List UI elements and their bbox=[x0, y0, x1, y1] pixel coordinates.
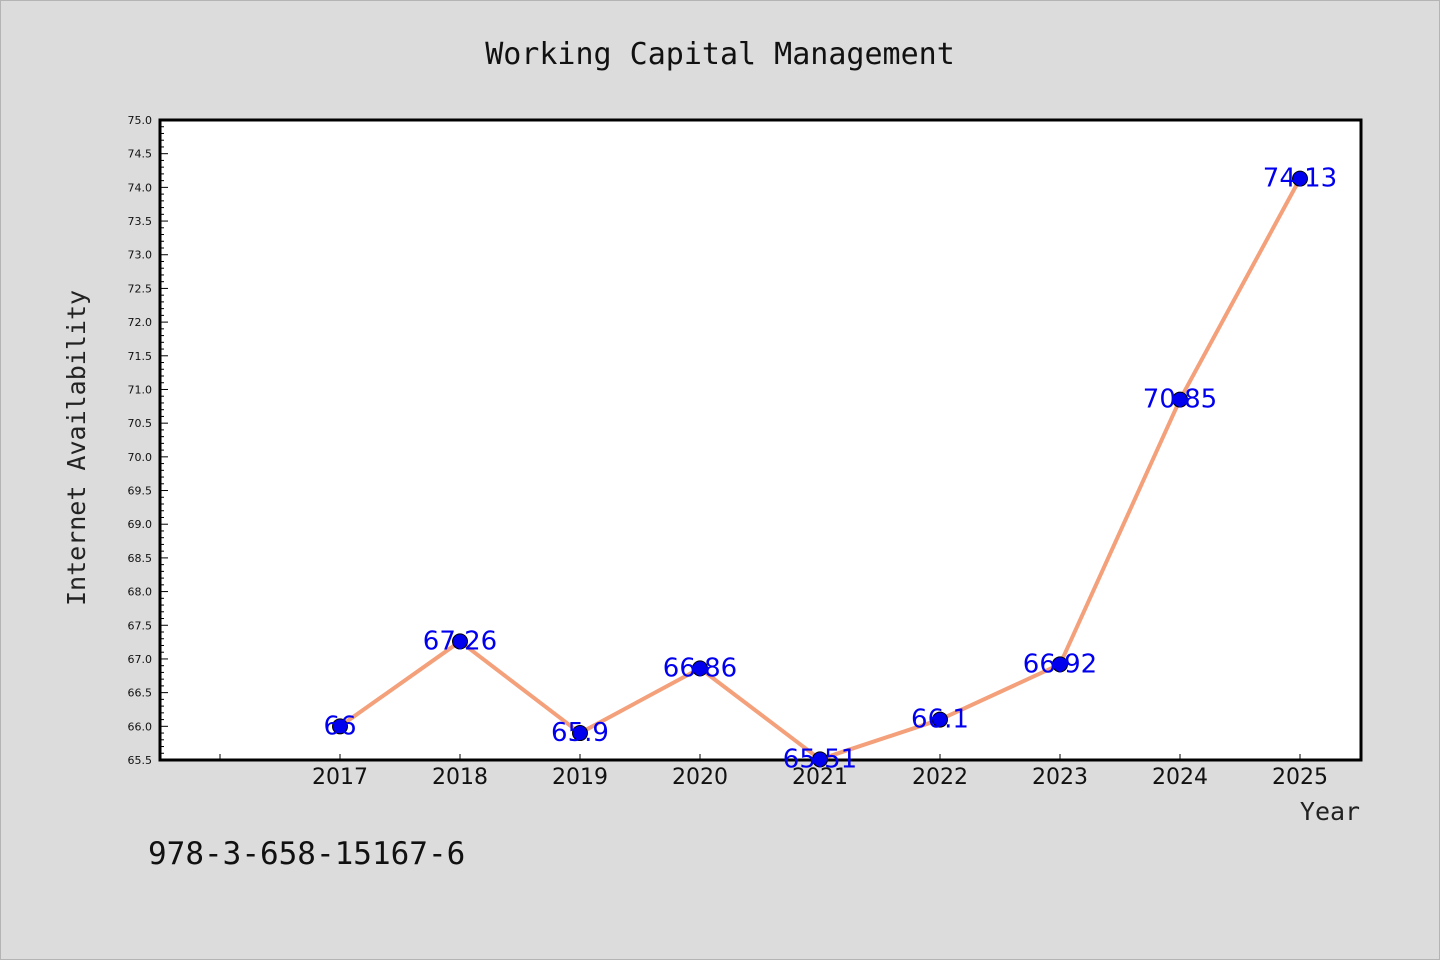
y-tick-label: 69.5 bbox=[128, 485, 153, 498]
data-label: 66.86 bbox=[663, 653, 737, 683]
y-tick-label: 68.5 bbox=[128, 552, 153, 565]
x-tick-label: 2017 bbox=[312, 765, 368, 790]
y-tick-label: 74.5 bbox=[128, 148, 153, 161]
data-label: 74.13 bbox=[1263, 164, 1337, 194]
x-axis: 2017 2018 2019 2020 2021 2022 2023 2024 2025 bbox=[219, 754, 1328, 790]
chart-title: Working Capital Management bbox=[485, 37, 955, 72]
data-label: 65.9 bbox=[551, 718, 609, 748]
x-tick-label: 2019 bbox=[552, 765, 608, 790]
y-tick-label: 73.5 bbox=[128, 215, 153, 228]
plot-area bbox=[158, 118, 1363, 762]
data-point-marker bbox=[692, 660, 708, 677]
x-tick-label: 2021 bbox=[792, 765, 848, 790]
y-tick-label: 67.5 bbox=[128, 619, 153, 632]
series-group: 66 67.26 65.9 66.86 65.51 66.1 66.92 70.85 74.13 bbox=[323, 164, 1337, 775]
x-tick-label: 2020 bbox=[672, 765, 728, 790]
y-tick-label: 65.5 bbox=[128, 754, 153, 767]
data-point-marker bbox=[1172, 391, 1188, 408]
y-tick-label: 71.5 bbox=[128, 350, 153, 363]
data-label: 66.1 bbox=[911, 705, 969, 735]
data-label: 66 bbox=[323, 711, 356, 741]
x-tick-label: 2023 bbox=[1032, 765, 1088, 790]
x-tick-label: 2022 bbox=[912, 765, 968, 790]
footer-isbn: 978-3-658-15167-6 bbox=[148, 836, 465, 872]
y-tick-label: 69.0 bbox=[128, 518, 153, 531]
y-tick-label: 70.5 bbox=[128, 417, 153, 430]
y-tick-label: 66.5 bbox=[128, 687, 153, 700]
y-tick-label: 72.5 bbox=[128, 282, 153, 295]
y-axis: 65.5 66.0 66.5 67.0 67.5 68.0 68.5 69.0 69.5 70.0… bbox=[128, 114, 168, 767]
y-tick-label: 68.0 bbox=[128, 586, 153, 599]
data-point-marker bbox=[572, 725, 588, 742]
y-axis-label: Internet Availability bbox=[62, 290, 91, 606]
y-tick-label: 74.0 bbox=[128, 181, 153, 194]
x-tick-label: 2025 bbox=[1272, 765, 1328, 790]
data-point-marker bbox=[1052, 656, 1068, 673]
y-tick-label: 75.0 bbox=[128, 114, 153, 127]
data-label: 65.51 bbox=[783, 744, 857, 774]
data-point-marker bbox=[932, 711, 948, 728]
y-tick-label: 73.0 bbox=[128, 249, 153, 262]
data-label: 70.85 bbox=[1143, 385, 1217, 415]
data-point-marker bbox=[452, 633, 468, 650]
x-tick-label: 2018 bbox=[432, 765, 488, 790]
y-tick-label: 66.0 bbox=[128, 720, 153, 733]
data-label: 67.26 bbox=[423, 626, 497, 656]
data-label: 66.92 bbox=[1023, 649, 1097, 679]
y-tick-label: 67.0 bbox=[128, 653, 153, 666]
y-tick-label: 71.0 bbox=[128, 383, 153, 396]
x-axis-label: Year bbox=[1300, 797, 1360, 826]
data-point-marker bbox=[332, 718, 348, 735]
data-point-marker bbox=[1292, 170, 1308, 187]
y-tick-label: 72.0 bbox=[128, 316, 153, 329]
data-point-marker bbox=[812, 751, 828, 768]
y-tick-label: 70.0 bbox=[128, 451, 153, 464]
x-tick-label: 2024 bbox=[1152, 765, 1208, 790]
